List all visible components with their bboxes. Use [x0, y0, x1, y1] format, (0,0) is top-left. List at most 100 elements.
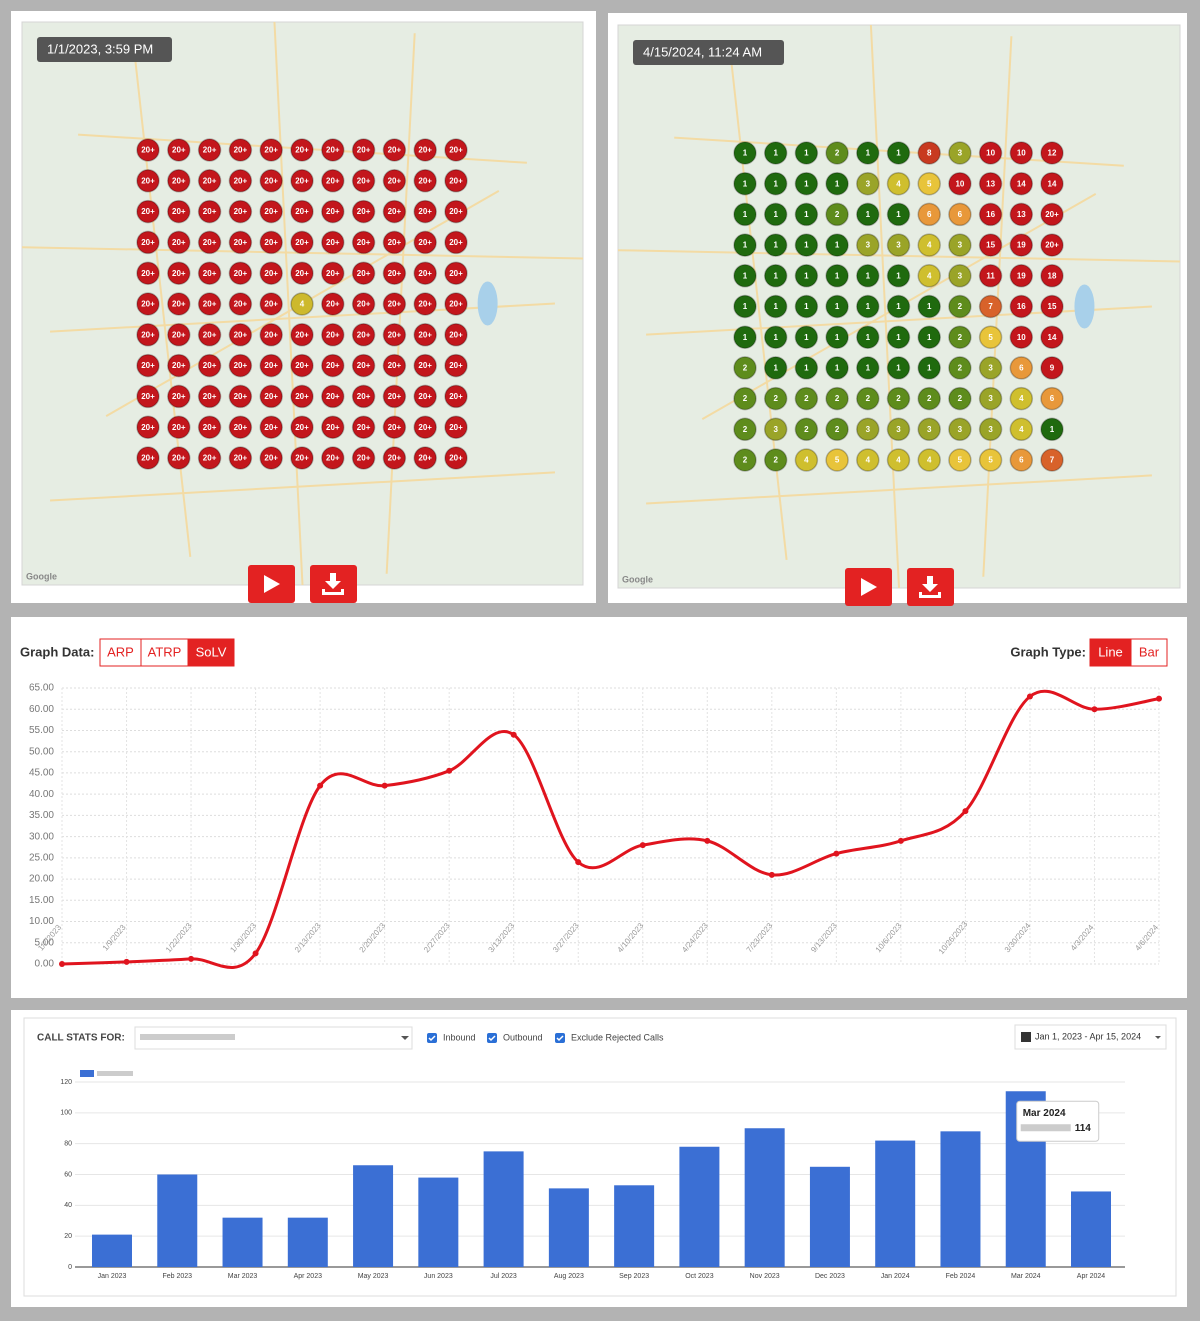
- rank-pin: [413, 323, 437, 347]
- x-tick-label: Jul 2023: [490, 1273, 517, 1280]
- rank-pin: [136, 169, 160, 193]
- rank-pin: [351, 199, 376, 224]
- rank-label: 1: [896, 333, 901, 342]
- rank-label: 2: [958, 394, 963, 403]
- dropdown-caret: [1155, 1036, 1161, 1039]
- rank-pin: [444, 138, 468, 162]
- rank-pin: [413, 446, 437, 470]
- bar: [1071, 1191, 1111, 1267]
- rank-label: 20+: [264, 454, 278, 463]
- rank-pin: [382, 415, 407, 439]
- rank-label: 20+: [418, 392, 432, 401]
- map-lake: [477, 281, 498, 326]
- x-tick-label: Jun 2023: [424, 1273, 453, 1280]
- rank-label: 3: [866, 425, 871, 434]
- rank-label: 1: [896, 149, 901, 158]
- rank-label: 20+: [449, 423, 463, 432]
- rank-label: 16: [986, 210, 995, 219]
- rank-pin: [321, 261, 345, 285]
- rank-pin: [886, 448, 911, 472]
- rank-pin: [228, 292, 253, 316]
- rank-pin: [321, 199, 345, 224]
- rank-label: 3: [988, 425, 993, 434]
- rank-pin: [856, 386, 880, 411]
- rank-pin: [197, 415, 222, 439]
- rank-label: 20+: [418, 330, 432, 339]
- rank-pin: [259, 292, 283, 316]
- rank-label: 20+: [326, 454, 340, 463]
- line-point: [1026, 693, 1033, 700]
- check-mark: [556, 1035, 564, 1042]
- x-tick-label: May 2023: [358, 1273, 389, 1280]
- rank-pin: [733, 356, 757, 380]
- rank-pin: [948, 233, 972, 257]
- rank-pin: [948, 294, 972, 319]
- bar: [940, 1131, 981, 1267]
- y-tick-label: 60: [64, 1171, 72, 1178]
- rank-pin: [886, 294, 911, 319]
- rank-pin: [917, 171, 941, 196]
- line-point: [575, 859, 582, 866]
- rank-label: 6: [1050, 394, 1055, 403]
- rank-label: 20+: [388, 330, 402, 339]
- rank-label: 3: [896, 425, 901, 434]
- location-dropdown[interactable]: [134, 1026, 413, 1050]
- y-tick-label: 65.00: [29, 683, 54, 694]
- rank-pin: [978, 448, 1003, 472]
- rank-label: 10: [1017, 333, 1026, 342]
- rank-pin: [259, 169, 283, 193]
- rank-label: 1: [773, 149, 778, 158]
- rank-label: 20+: [418, 300, 432, 309]
- rank-pin: [1009, 386, 1034, 411]
- rank-label: 20+: [203, 454, 217, 463]
- rank-pin: [228, 199, 253, 224]
- toggle-button[interactable]: [1130, 638, 1168, 667]
- rank-pin: [259, 230, 283, 255]
- rank-label: 2: [743, 394, 748, 403]
- rank-pin: [197, 138, 222, 162]
- rank-pin: [197, 323, 222, 347]
- rank-label: 20+: [234, 146, 248, 155]
- line-point: [252, 950, 259, 957]
- rank-label: 20+: [172, 330, 186, 339]
- rank-label: 2: [958, 364, 963, 373]
- rank-pin: [794, 386, 819, 411]
- rank-label: 20+: [388, 269, 402, 278]
- map-road: [49, 302, 556, 333]
- rank-label: 9: [1050, 364, 1055, 373]
- map-road: [49, 471, 556, 502]
- rank-pin: [228, 353, 253, 378]
- rank-pin: [382, 138, 407, 162]
- rank-label: 20+: [418, 423, 432, 432]
- y-tick-label: 20.00: [29, 874, 54, 885]
- date-picker[interactable]: [1014, 1024, 1167, 1050]
- rank-label: 20+: [418, 146, 432, 155]
- y-tick-label: 50.00: [29, 746, 54, 757]
- rank-pin: [444, 384, 468, 409]
- rank-pin: [321, 323, 345, 347]
- rank-label: 1: [804, 241, 809, 250]
- x-tick-label: Jan 2024: [881, 1273, 910, 1280]
- tooltip-value: 114: [1075, 1123, 1092, 1134]
- line-point: [704, 837, 711, 844]
- rank-pin: [382, 292, 407, 316]
- rank-label: 18: [1048, 271, 1057, 280]
- rank-label: 1: [773, 271, 778, 280]
- rank-label: 20+: [264, 207, 278, 216]
- rank-label: 20+: [418, 238, 432, 247]
- x-tick-label: Feb 2024: [946, 1273, 976, 1280]
- rank-label: 1: [743, 210, 748, 219]
- rank-pin: [733, 325, 757, 349]
- x-tick-label: Apr 2024: [1077, 1273, 1106, 1280]
- rank-label: 1: [866, 210, 871, 219]
- rank-pin: [167, 230, 191, 255]
- rank-label: 20+: [1045, 241, 1059, 250]
- rank-label: 20+: [141, 300, 155, 309]
- rank-pin: [197, 199, 222, 224]
- toggle-button[interactable]: [187, 638, 235, 667]
- rank-pin: [1009, 448, 1034, 472]
- x-tick-label: Aug 2023: [554, 1273, 584, 1280]
- rank-label: 2: [743, 456, 748, 465]
- rank-label: 3: [988, 364, 993, 373]
- rank-pin: [290, 230, 314, 255]
